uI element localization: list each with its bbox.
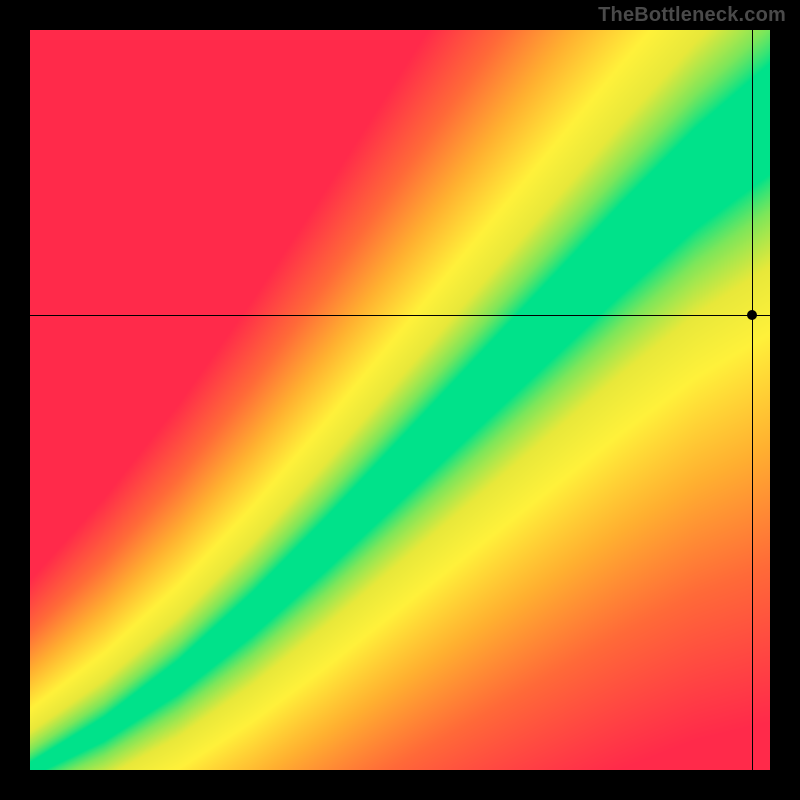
watermark-text: TheBottleneck.com [598, 4, 786, 27]
chart-wrapper: { "watermark": { "text": "TheBottleneck.… [0, 0, 800, 800]
bottleneck-heatmap [30, 30, 770, 770]
